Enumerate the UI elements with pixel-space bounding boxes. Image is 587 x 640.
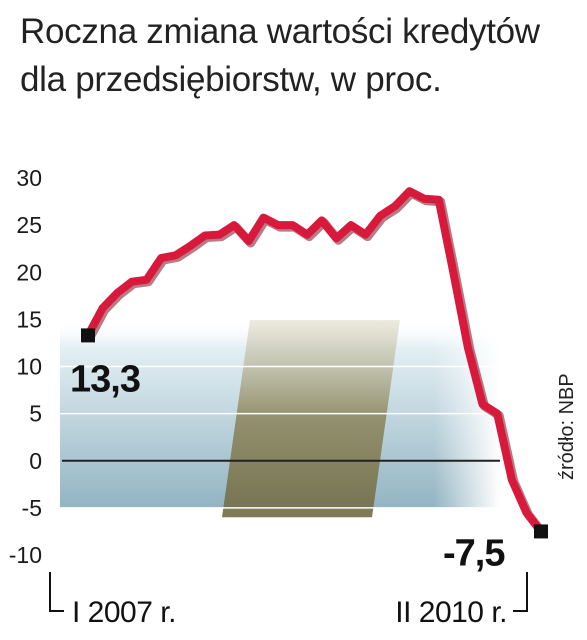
start-period-bracket	[49, 572, 64, 612]
chart-title-line-1: Roczna zmiana wartości kredytów	[20, 12, 540, 51]
y-tick-label: 5	[29, 401, 42, 427]
source-label: źródło: NBP	[556, 373, 578, 480]
grid-lines	[60, 318, 500, 509]
start-period-label: I 2007 r.	[72, 596, 176, 629]
chart-title: Roczna zmiana wartości kredytów dla prze…	[20, 8, 575, 104]
y-axis-ticks: 30 25 20 15 10 5 0 -5 -10	[9, 165, 42, 568]
highlight-band	[222, 319, 400, 518]
chart-title-line-2: dla przedsiębiorstw, w proc.	[20, 60, 442, 99]
y-tick-label: -10	[9, 542, 42, 568]
y-tick-label: 20	[16, 259, 42, 285]
end-period-bracket	[513, 572, 528, 612]
end-marker	[534, 524, 548, 539]
y-tick-label: 25	[16, 212, 42, 238]
endpoint-markers	[81, 328, 548, 539]
start-value-label: 13,3	[70, 358, 140, 400]
y-tick-label: 0	[29, 448, 42, 474]
y-tick-label: 15	[16, 306, 42, 332]
start-marker	[81, 328, 95, 343]
y-tick-label: -5	[22, 495, 42, 521]
background-bands	[60, 319, 500, 518]
series-line	[84, 187, 545, 536]
end-period-label: II 2010 r.	[395, 596, 507, 629]
y-tick-label: 10	[16, 354, 42, 380]
end-value-label: -7,5	[443, 532, 505, 574]
series-line-group	[84, 187, 548, 538]
y-tick-label: 30	[16, 165, 42, 191]
